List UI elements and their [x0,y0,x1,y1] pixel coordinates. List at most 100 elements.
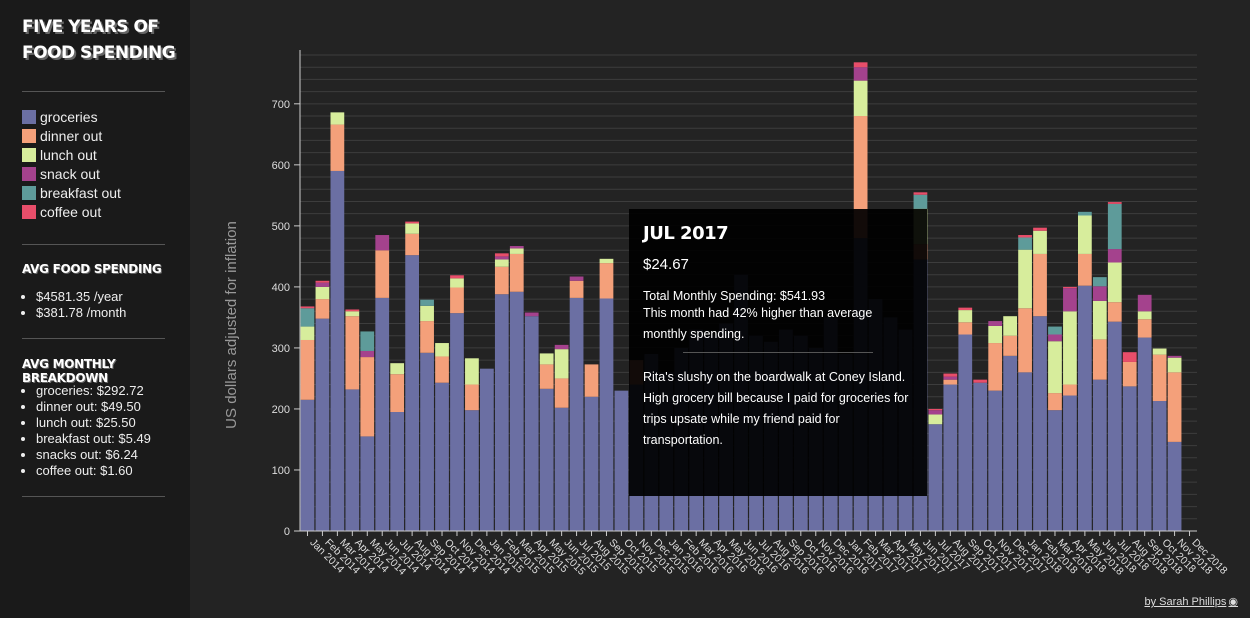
bar-segment [1063,384,1077,396]
credit-link[interactable]: by Sarah Phillips ◉ [1144,595,1238,608]
bar-segment [330,124,345,171]
bar-segment [988,321,1003,326]
bar-segment [853,80,868,117]
y-tick-label: 500 [272,221,290,233]
bar-segment [958,334,973,531]
bar-segment [1078,211,1092,216]
y-axis-label: US dollars adjusted for inflation [223,221,240,429]
bar-segment [913,194,928,209]
bar-segment [569,280,584,298]
bar-segment [494,294,509,531]
legend-item: coffee out [22,202,121,221]
bar-segment [360,357,375,437]
bar-segment [435,356,449,383]
bar-segment [569,276,584,281]
bar-segment [1078,253,1092,286]
bar-segment [330,170,345,531]
legend-item: breakfast out [22,183,121,202]
legend-label: coffee out [40,203,102,220]
bar-segment [539,364,554,389]
bar-segment [943,384,958,531]
bar-segment [1152,348,1167,355]
bar-segment [1107,202,1122,204]
y-tick-label: 0 [284,526,290,538]
y-tick-label: 400 [272,282,290,294]
bar-segment [509,291,524,531]
sidebar: FIVE YEARS OF FOOD SPENDING groceries din… [0,0,190,618]
credit-text[interactable]: by Sarah Phillips [1144,596,1227,608]
github-icon[interactable]: ◉ [1228,596,1238,608]
bar-segment [943,376,958,380]
legend: groceries dinner out lunch out snack out bre… [22,107,121,221]
bar-segment [1107,249,1122,263]
bar-segment [405,233,419,256]
bar-segment [435,382,449,531]
bar-segment [1033,316,1047,531]
bar-segment [1107,302,1122,322]
bar-segment [1033,253,1047,317]
bar-segment [584,396,599,531]
legend-swatch [22,204,36,219]
bar-segment [988,343,1003,391]
bar-segment [300,326,315,340]
bar-segment [1107,262,1122,303]
bar-segment [1078,285,1092,531]
bar-segment [1018,237,1032,250]
bar-segment [315,280,330,283]
bar-segment [1152,354,1167,402]
bar-segment [988,390,1003,531]
bar-segment [494,256,509,260]
bar-segment [345,309,360,312]
divider [22,91,165,92]
avg-breakdown-list: groceries: $292.72 dinner out: $49.50 lu… [22,383,151,479]
bar-segment [450,287,464,314]
bar-segment [1167,355,1182,358]
avg-spending-heading: AVG FOOD SPENDING [22,262,162,276]
legend-swatch [22,185,36,200]
legend-swatch [22,147,36,162]
bar-segment [450,278,464,288]
bar-segment [554,378,569,408]
bar-segment [345,316,360,390]
bar-segment [509,248,524,254]
breakdown-item: coffee out: $1.60 [36,463,151,479]
legend-label: snack out [40,165,100,182]
bar-segment [958,307,973,311]
bar-segment [1033,230,1047,254]
bar-segment [928,414,943,425]
bar-segment [390,363,405,375]
bar-segment [1137,337,1152,531]
bar-segment [315,282,330,287]
avg-spending-list: $4581.35 /year $381.78 /month [22,289,126,321]
bar-segment [420,352,434,531]
bar-segment [509,253,524,292]
bar-segment [1048,326,1062,335]
bar-segment [375,235,390,251]
y-tick-label: 200 [272,404,290,416]
bar-segment [300,306,315,309]
bar-segment [1003,316,1017,336]
bar-segment [554,407,569,531]
bar-segment [913,192,928,195]
tooltip-month: JUL 2017 [643,223,729,244]
divider [22,338,165,339]
bar-segment [405,221,419,224]
legend-item: lunch out [22,145,121,164]
legend-label: groceries [40,108,98,125]
bar-segment [1122,361,1137,387]
bar-segment [1018,249,1032,309]
bar-segment [1063,395,1077,531]
bar-segment [1152,401,1167,531]
bar-segment [599,263,614,299]
bar-segment [360,331,375,351]
tooltip-note: Rita's slushy on the boardwalk at Coney … [643,370,909,447]
bar-segment [375,250,390,298]
breakdown-item: breakfast out: $5.49 [36,431,151,447]
bar-segment [958,310,973,323]
bar-segment [584,364,599,397]
bar-segment [928,408,943,411]
bar-segment [539,353,554,365]
bar-segment [300,308,315,327]
bar-segment [1003,335,1017,356]
bar-segment [1122,352,1137,362]
